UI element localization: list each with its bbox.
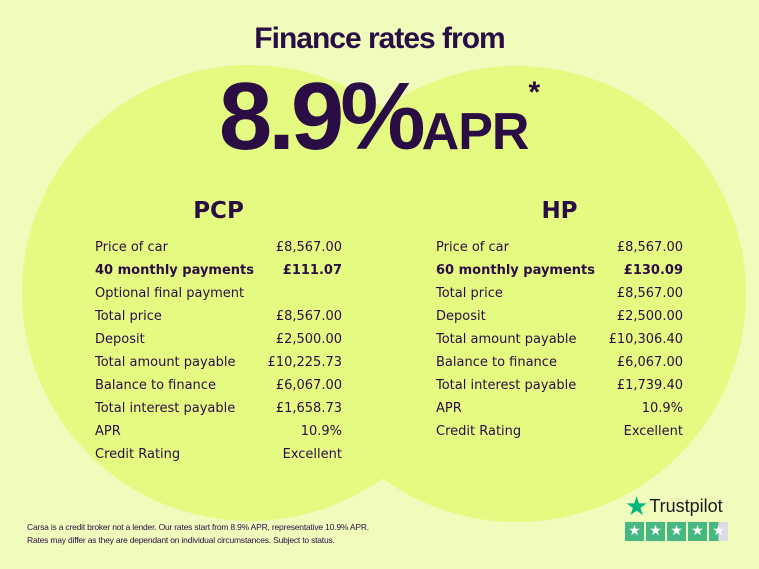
trustpilot-label: Trustpilot	[649, 495, 723, 516]
table-row: 60 monthly payments £130.09	[436, 259, 683, 282]
row-value: £10,306.40	[608, 332, 683, 347]
table-row: Credit Rating Excellent	[95, 443, 342, 466]
row-label: Credit Rating	[436, 424, 522, 439]
pcp-title: PCP	[193, 198, 244, 224]
row-label: APR	[95, 424, 121, 439]
hp-table: HP Price of car £8,567.00 60 monthly payme…	[436, 198, 683, 443]
table-row: Balance to finance £6,067.00	[95, 374, 342, 397]
row-value: £8,567.00	[616, 286, 683, 301]
row-label: Total price	[436, 286, 503, 301]
row-label: Balance to finance	[436, 355, 557, 370]
row-value: £8,567.00	[275, 240, 342, 255]
trustpilot-rating: ★ ★ ★ ★ ★	[625, 522, 728, 541]
row-label: 60 monthly payments	[436, 263, 595, 278]
rate-display: 8.9%APR*	[0, 62, 759, 172]
trustpilot-logo: ★ Trustpilot	[625, 491, 728, 521]
row-label: APR	[436, 401, 462, 416]
star-icon: ★	[709, 522, 728, 541]
pcp-table: PCP Price of car £8,567.00 40 monthly paym…	[95, 198, 342, 466]
row-label: 40 monthly payments	[95, 263, 254, 278]
trustpilot-badge: ★ Trustpilot ★ ★ ★ ★ ★	[625, 491, 728, 541]
star-icon: ★	[688, 522, 707, 541]
row-label: Total amount payable	[95, 355, 236, 370]
row-label: Price of car	[95, 240, 168, 255]
disclaimer-line-2: Rates may differ as they are dependant o…	[27, 535, 335, 545]
row-label: Total amount payable	[436, 332, 577, 347]
row-value: 10.9%	[300, 424, 342, 439]
row-value: £6,067.00	[275, 378, 342, 393]
table-row: Total interest payable £1,739.40	[436, 374, 683, 397]
table-row: Total amount payable £10,225.73	[95, 351, 342, 374]
star-icon: ★	[625, 522, 644, 541]
row-label: Deposit	[95, 332, 145, 347]
background-circle-right	[288, 66, 746, 522]
row-value: £6,067.00	[616, 355, 683, 370]
table-row: APR 10.9%	[436, 397, 683, 420]
rate-suffix: APR	[421, 103, 530, 161]
table-row: Total price £8,567.00	[95, 305, 342, 328]
row-value: Excellent	[623, 424, 683, 439]
row-value: £130.09	[623, 263, 683, 278]
row-label: Total price	[95, 309, 162, 324]
row-value: £1,658.73	[275, 401, 342, 416]
table-row: 40 monthly payments £111.07	[95, 259, 342, 282]
rate-value: 8.9%	[218, 63, 426, 170]
rate-asterisk: *	[528, 76, 541, 109]
row-label: Price of car	[436, 240, 509, 255]
row-value: £2,500.00	[616, 309, 683, 324]
table-row: Deposit £2,500.00	[95, 328, 342, 351]
table-row: APR 10.9%	[95, 420, 342, 443]
star-icon: ★	[646, 522, 665, 541]
row-label: Deposit	[436, 309, 486, 324]
row-label: Optional final payment	[95, 286, 245, 301]
row-label: Balance to finance	[95, 378, 216, 393]
table-row: Total price £8,567.00	[436, 282, 683, 305]
hp-title: HP	[541, 198, 578, 224]
row-value: £8,567.00	[616, 240, 683, 255]
row-value: £1,739.40	[616, 378, 683, 393]
row-value: £8,567.00	[275, 309, 342, 324]
row-value: £10,225.73	[267, 355, 342, 370]
row-value: £111.07	[282, 263, 342, 278]
table-row: Total amount payable £10,306.40	[436, 328, 683, 351]
table-row: Deposit £2,500.00	[436, 305, 683, 328]
table-row: Balance to finance £6,067.00	[436, 351, 683, 374]
row-value: 10.9%	[641, 401, 683, 416]
star-icon: ★	[667, 522, 686, 541]
table-row: Optional final payment	[95, 282, 342, 305]
star-icon: ★	[625, 491, 649, 521]
table-row: Price of car £8,567.00	[95, 236, 342, 259]
table-row: Total interest payable £1,658.73	[95, 397, 342, 420]
disclaimer-line-1: Carsa is a credit broker not a lender. O…	[27, 522, 369, 532]
table-row: Credit Rating Excellent	[436, 420, 683, 443]
row-label: Total interest payable	[95, 401, 236, 416]
row-value: Excellent	[282, 447, 342, 462]
disclaimer: Carsa is a credit broker not a lender. O…	[27, 521, 369, 547]
row-label: Credit Rating	[95, 447, 181, 462]
headline: Finance rates from	[254, 22, 505, 55]
table-row: Price of car £8,567.00	[436, 236, 683, 259]
row-label: Total interest payable	[436, 378, 577, 393]
row-value: £2,500.00	[275, 332, 342, 347]
